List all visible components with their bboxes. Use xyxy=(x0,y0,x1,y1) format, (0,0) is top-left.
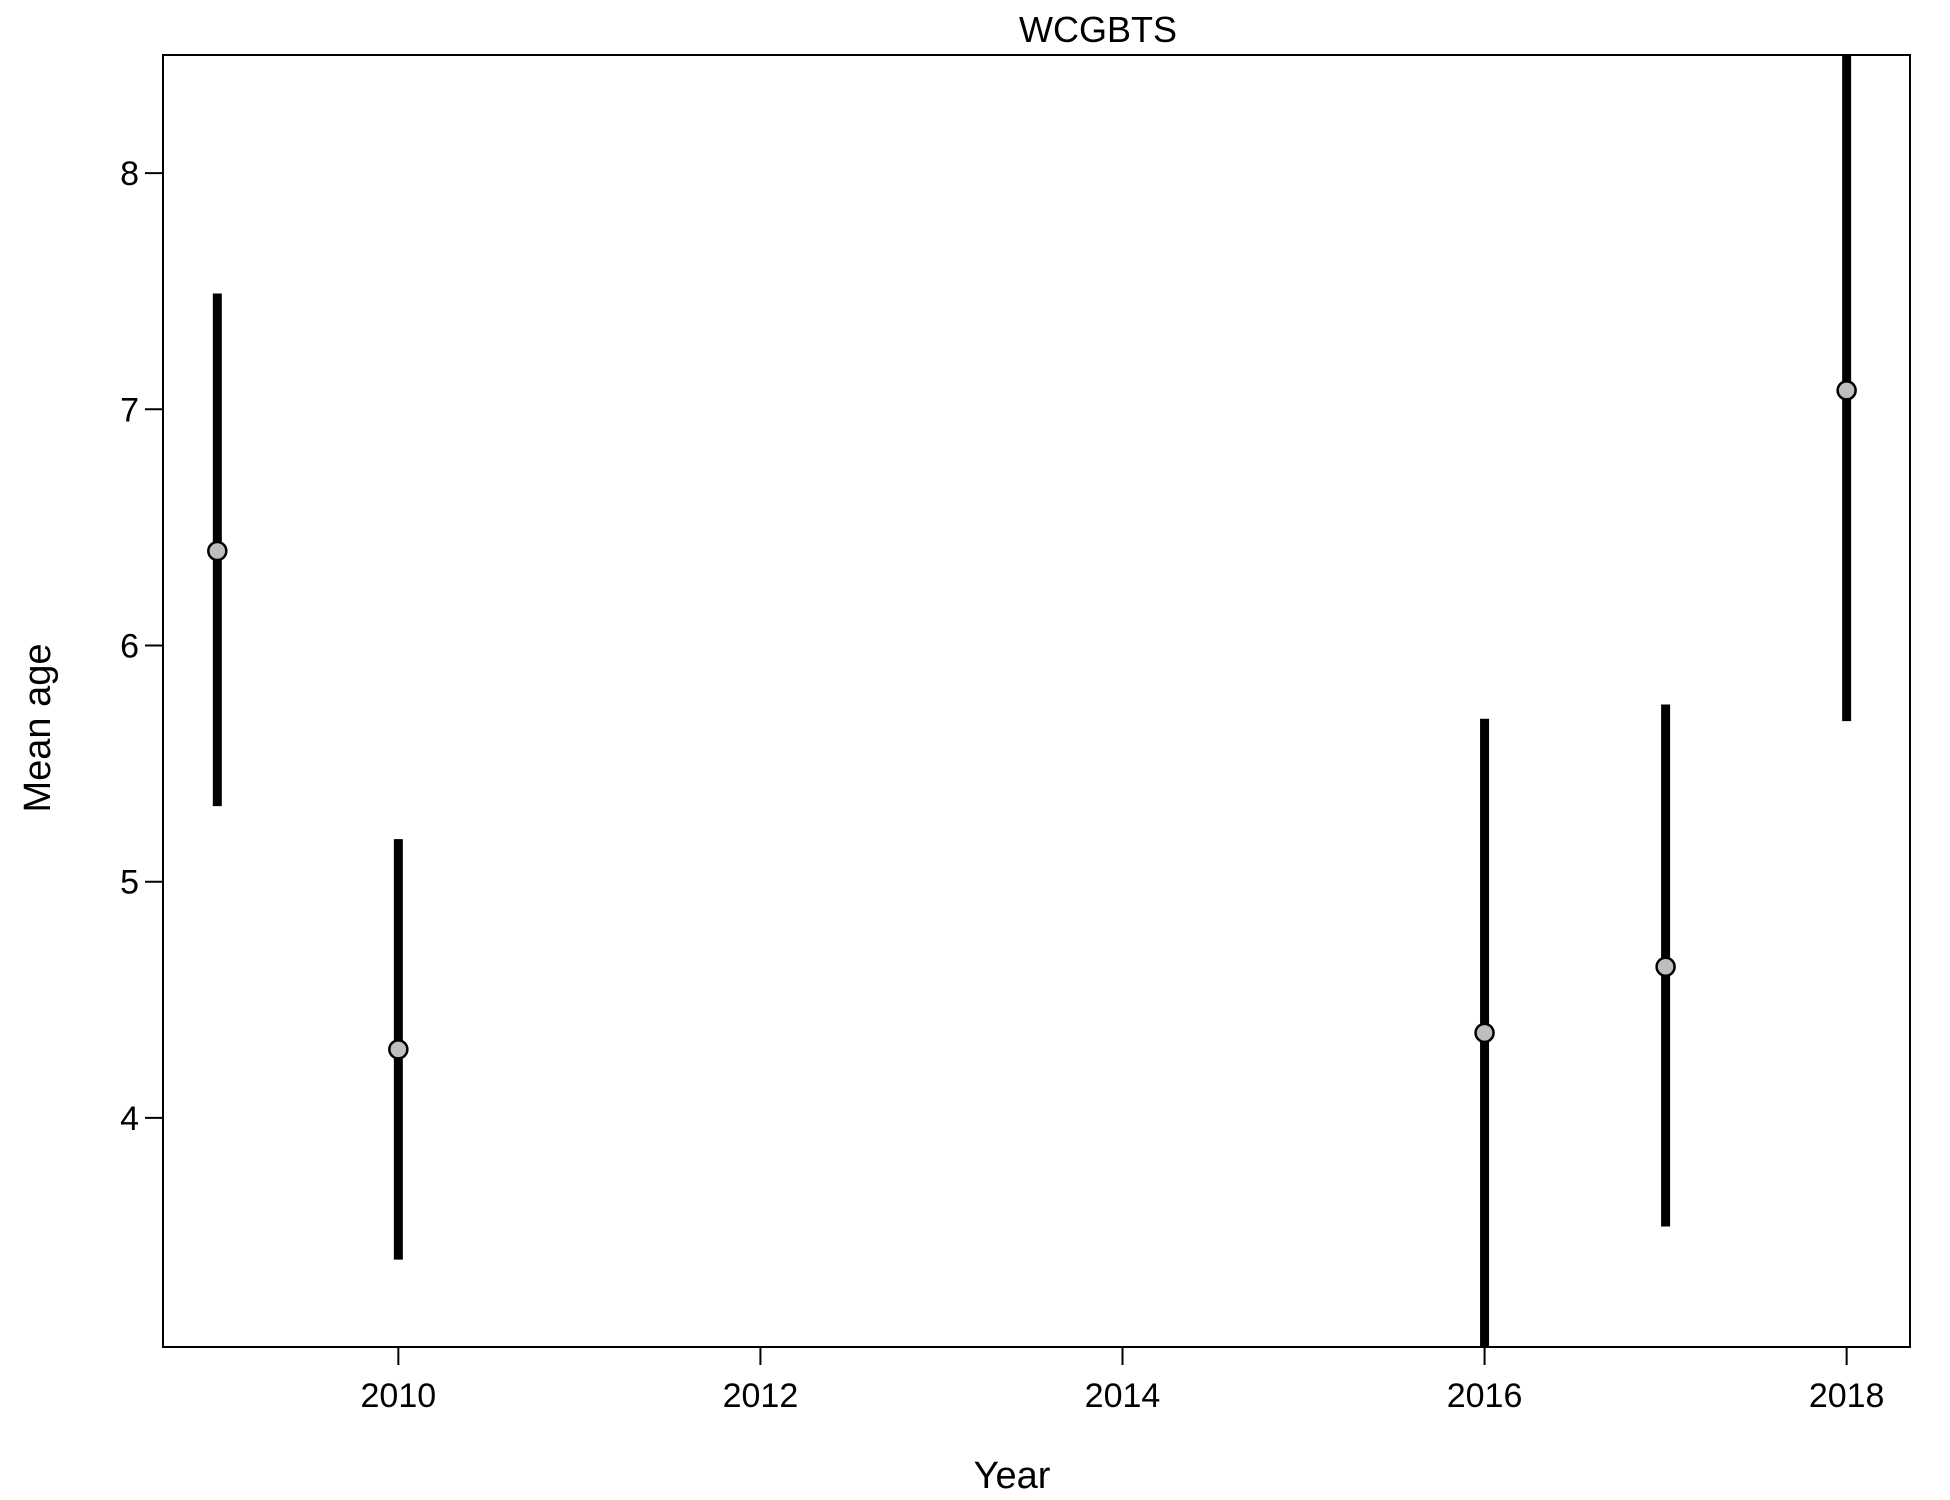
data-point xyxy=(388,1039,409,1060)
plot-frame xyxy=(162,54,1911,1348)
data-point xyxy=(1836,380,1857,401)
data-point xyxy=(207,540,228,562)
x-axis-label: Year xyxy=(974,1455,1051,1497)
y-tick-label: 4 xyxy=(120,1100,139,1138)
chart-title: WCGBTS xyxy=(1019,9,1177,50)
y-tick-label: 8 xyxy=(120,155,139,193)
x-axis: 2010 2012 2014 2016 2018 xyxy=(361,1347,1885,1415)
x-tick-label: 2016 xyxy=(1447,1377,1523,1415)
x-tick-label: 2010 xyxy=(361,1377,437,1415)
y-axis-label: Mean age xyxy=(17,643,59,812)
x-tick-label: 2018 xyxy=(1809,1377,1885,1415)
data-marks xyxy=(207,55,1857,1347)
y-tick-label: 5 xyxy=(120,864,139,902)
y-axis: 4 5 6 7 8 xyxy=(120,155,163,1138)
y-tick-label: 7 xyxy=(120,391,139,429)
data-point xyxy=(1474,1022,1495,1044)
data-point xyxy=(1655,956,1676,977)
x-tick-label: 2014 xyxy=(1085,1377,1161,1415)
x-tick-label: 2012 xyxy=(723,1377,799,1415)
y-tick-label: 6 xyxy=(120,627,139,665)
